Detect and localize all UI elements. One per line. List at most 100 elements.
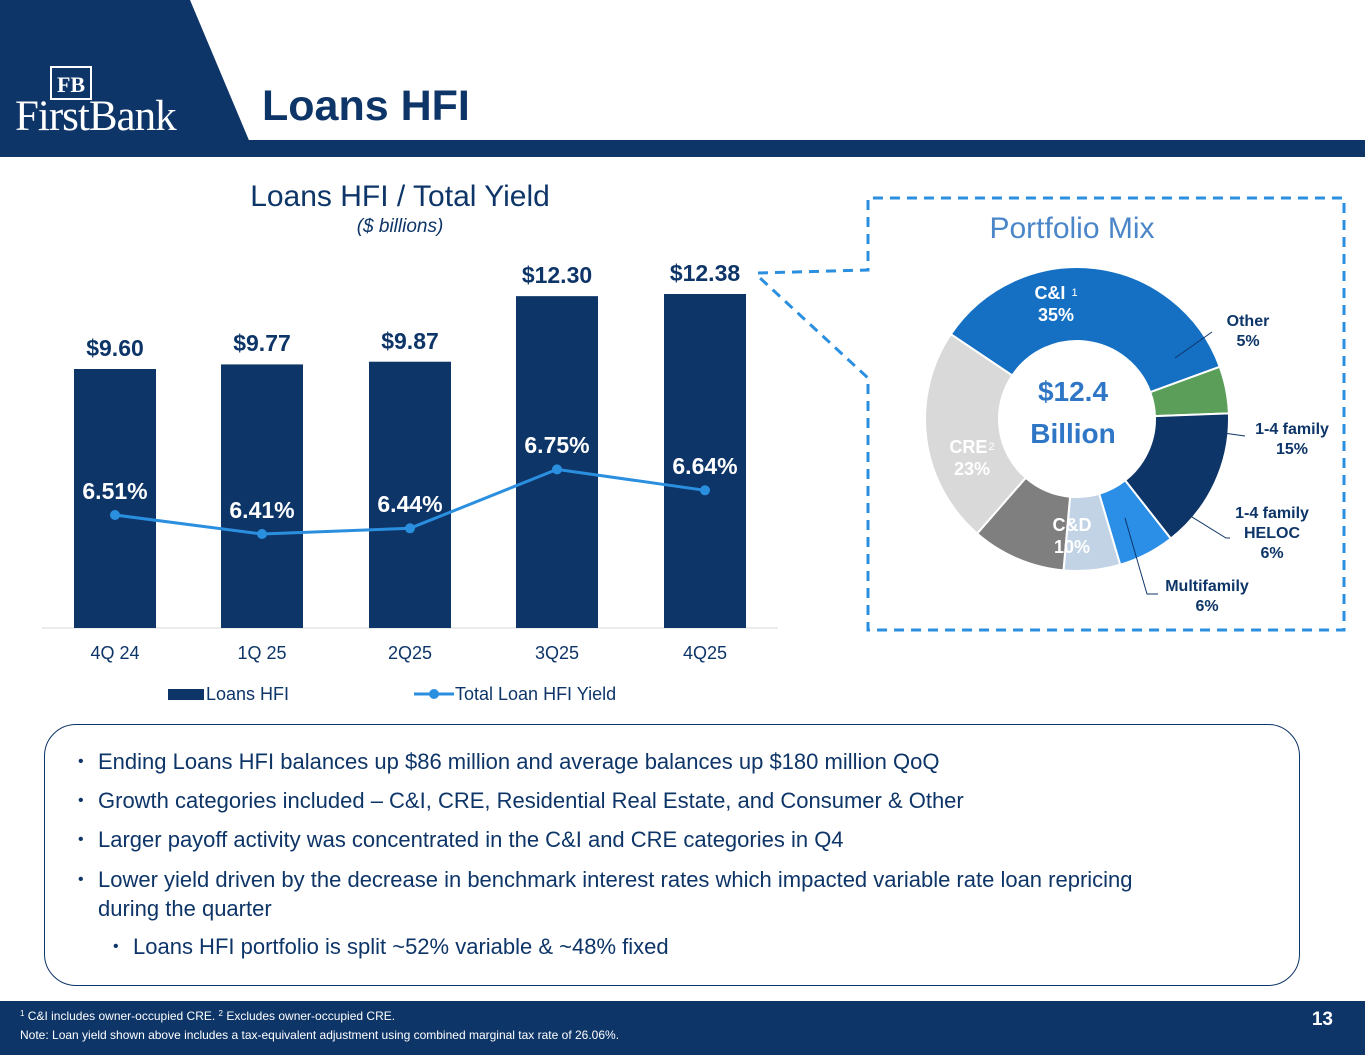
- callout-frame: [757, 196, 1346, 632]
- leader-other: [1174, 331, 1213, 359]
- header-rule: [0, 140, 1365, 157]
- slice-ci-footnote: 1: [1071, 287, 1078, 299]
- mix-title: Portfolio Mix: [989, 212, 1155, 245]
- footnote-sup-1: 1: [20, 1009, 25, 1018]
- bullet-4-text-cont: during the quarter: [98, 896, 272, 921]
- bullet-4-text: Lower yield driven by the decrease in be…: [98, 867, 1133, 892]
- label-heloc-name2: HELOC: [1244, 525, 1300, 542]
- bullet-marker: •: [78, 792, 84, 809]
- summary-box: [44, 724, 1300, 986]
- yield-point: [110, 510, 120, 520]
- donut-slice: [924, 332, 1028, 535]
- bar-value-label: $12.30: [521, 262, 593, 289]
- bullet-4-cont: during the quarter: [98, 894, 272, 924]
- label-other-pct: 5%: [1236, 333, 1260, 350]
- bar-value-label: $9.87: [381, 327, 439, 354]
- header-band: [0, 0, 1365, 157]
- label-multifamily: Multifamily 6%: [1155, 577, 1259, 617]
- slice-ci-pct: 35%: [1037, 305, 1075, 325]
- bullet-5-sub: • Loans HFI portfolio is split ~52% varia…: [113, 932, 669, 962]
- legend-bar-label: Loans HFI: [206, 684, 290, 704]
- label-family: 1-4 family 15%: [1244, 420, 1340, 460]
- label-heloc-pct: 6%: [1260, 545, 1284, 562]
- category-label: 2Q25: [387, 643, 433, 663]
- legend-bar-swatch: [168, 689, 204, 700]
- loan-bar: [369, 361, 451, 628]
- loans-chart: [42, 294, 778, 629]
- chart-subtitle: ($ billions): [356, 216, 444, 237]
- label-other: Other 5%: [1212, 312, 1284, 352]
- leader-heloc: [1157, 495, 1230, 539]
- footnote-2: Note: Loan yield shown above includes a …: [20, 1028, 620, 1042]
- slice-cre-name: CRE: [949, 437, 988, 457]
- bar-value-label: $9.77: [233, 330, 291, 357]
- slice-cd-name: C&D: [1052, 515, 1092, 535]
- yield-point: [257, 529, 267, 539]
- bar-value-label: $9.60: [86, 335, 144, 361]
- label-other-name: Other: [1226, 313, 1270, 330]
- chart-title: Loans HFI / Total Yield: [250, 180, 550, 213]
- bullet-4: • Lower yield driven by the decrease in b…: [78, 865, 1133, 895]
- yield-point: [405, 523, 415, 534]
- portfolio-donut: [924, 266, 1246, 595]
- label-multifamily-pct: 6%: [1195, 598, 1219, 615]
- yield-value-label: 6.64%: [672, 453, 738, 480]
- yield-value-label: 6.41%: [229, 497, 295, 523]
- loan-bar: [516, 296, 598, 628]
- slice-label-cre: CRE2 23%: [927, 436, 1017, 480]
- donut-center-amount: $12.4: [1037, 376, 1109, 407]
- footer-band: [0, 1001, 1365, 1055]
- logo-monogram: FB: [50, 66, 92, 100]
- yield-point: [700, 485, 710, 496]
- leader-family: [1187, 427, 1246, 437]
- bullet-5-text: Loans HFI portfolio is split ~52% variab…: [133, 934, 669, 959]
- bar-value-label: $12.38: [669, 260, 741, 286]
- logo-wordmark: FirstBank: [15, 93, 177, 140]
- page-title: Loans HFI: [262, 82, 470, 130]
- slice-cre-footnote: 2: [988, 441, 995, 453]
- logo-panel: [0, 0, 256, 157]
- label-family-name: 1-4 family: [1255, 421, 1329, 438]
- yield-value-label: 6.51%: [82, 478, 148, 504]
- legend-line-label: Total Loan HFI Yield: [455, 684, 617, 704]
- slice-cre-pct: 23%: [953, 459, 991, 479]
- slice-label-cd: C&D 10%: [1027, 514, 1117, 558]
- label-family-pct: 15%: [1275, 441, 1309, 458]
- loan-bar: [221, 364, 303, 628]
- bullet-marker: •: [78, 831, 84, 848]
- footnote-1-text-a: C&I includes owner-occupied CRE.: [24, 1009, 219, 1023]
- label-multifamily-name: Multifamily: [1165, 578, 1249, 595]
- loan-bar: [664, 294, 746, 628]
- page-number: 13: [1311, 1009, 1333, 1030]
- bullet-3-text: Larger payoff activity was concentrated …: [98, 827, 844, 852]
- leader-lines: [1124, 331, 1246, 595]
- footnote-sup-2: 2: [218, 1009, 223, 1018]
- bullet-2: • Growth categories included – C&I, CRE, …: [78, 786, 964, 816]
- category-label: 4Q 24: [90, 643, 140, 663]
- bullet-1: • Ending Loans HFI balances up $86 millio…: [78, 747, 940, 777]
- slice-cd-pct: 10%: [1053, 537, 1091, 557]
- category-label: 4Q25: [682, 643, 728, 663]
- yield-value-label: 6.75%: [524, 432, 590, 459]
- yield-value-label: 6.44%: [377, 491, 443, 518]
- category-label: 1Q 25: [237, 643, 287, 663]
- footnote-1-text-b: Excludes owner-occupied CRE.: [223, 1009, 396, 1023]
- donut-slice: [949, 266, 1222, 394]
- footnote-1: 1 C&I includes owner-occupied CRE. 2 Exc…: [20, 1009, 395, 1023]
- bullet-marker: •: [113, 938, 119, 955]
- bullet-marker: •: [78, 871, 84, 888]
- slice-label-ci: C&I 1 35%: [1011, 282, 1101, 326]
- loan-bar: [74, 369, 156, 628]
- bullet-1-text: Ending Loans HFI balances up $86 million…: [98, 749, 940, 774]
- bullet-marker: •: [78, 753, 84, 770]
- yield-point: [552, 464, 562, 475]
- category-label: 3Q25: [534, 643, 580, 663]
- bullet-2-text: Growth categories included – C&I, CRE, R…: [98, 788, 964, 813]
- leader-multifamily: [1124, 517, 1158, 595]
- donut-center-unit: Billion: [1030, 418, 1116, 449]
- slice-ci-name: C&I: [1034, 283, 1066, 303]
- bullet-3: • Larger payoff activity was concentrated…: [78, 825, 844, 855]
- label-heloc-name1: 1-4 family: [1235, 505, 1309, 522]
- label-heloc: 1-4 family HELOC 6%: [1224, 504, 1320, 564]
- legend-line-swatch: [414, 689, 454, 699]
